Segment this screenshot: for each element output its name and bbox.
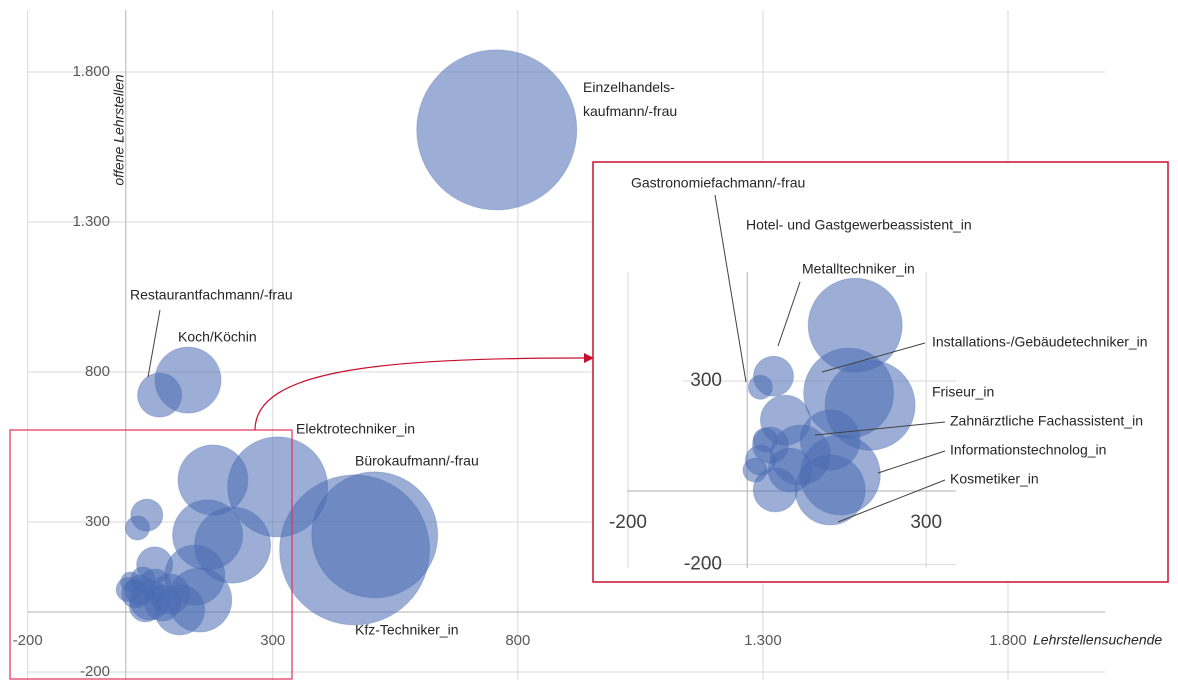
bubble xyxy=(752,467,798,513)
bubble-label: Hotel- und Gastgewerbeassistent_in xyxy=(746,217,972,233)
y-tick-label: 1.300 xyxy=(72,213,110,230)
zoom-region xyxy=(9,429,293,680)
x-tick-label: 300 xyxy=(910,512,942,533)
leader-line xyxy=(814,421,946,436)
bubble xyxy=(311,471,439,599)
arrow-head xyxy=(584,353,594,363)
bubble-label: Gastronomiefachmann/-frau xyxy=(631,175,805,191)
x-tick-label: 1.300 xyxy=(744,632,782,649)
bubble-label: Restaurantfachmann/-frau xyxy=(130,287,293,303)
bubble xyxy=(124,515,150,541)
bubble xyxy=(115,577,141,602)
bubble xyxy=(752,427,778,453)
y-tick-label: 300 xyxy=(85,513,110,530)
bubble xyxy=(742,457,768,483)
y-tick-label: -200 xyxy=(684,553,722,574)
leader-line xyxy=(714,194,747,383)
bubble-label: Einzelhandels-kaufmann/-frau xyxy=(583,79,677,119)
main-chart: -200 300 800 1.300 1.800 -200 300 800 1.300 1.800… xyxy=(13,10,1162,680)
bubble-label: Friseur_in xyxy=(932,384,994,400)
bubble xyxy=(416,49,578,211)
x-tick-label: -200 xyxy=(609,512,647,533)
leader-lines xyxy=(147,194,946,523)
x-axis-title: Lehrstellensuchende xyxy=(1033,632,1162,648)
y-axis-title: offene Lehrstellen xyxy=(111,74,127,186)
bubble-label: Installations-/Gebäudetechniker_in xyxy=(932,334,1148,350)
bubble xyxy=(747,374,773,400)
y-tick-label: 300 xyxy=(690,370,722,391)
leader-line xyxy=(777,281,801,347)
x-tick-label: 300 xyxy=(260,632,285,649)
bubble-label: Metalltechniker_in xyxy=(802,261,915,277)
x-tick-label: 1.800 xyxy=(989,632,1027,649)
leader-line xyxy=(877,450,946,474)
leader-line xyxy=(147,309,161,378)
leader-line xyxy=(837,479,946,523)
y-tick-label: -200 xyxy=(80,663,110,680)
y-tick-label: 800 xyxy=(85,363,110,380)
y-tick-label: 1.800 xyxy=(72,63,110,80)
x-tick-label: -200 xyxy=(13,632,43,649)
inset-chart: -200 300 -200 300 Metalltechniker_in Installa… xyxy=(609,175,1148,575)
bubble xyxy=(137,372,183,418)
bubble-label: Kfz-Techniker_in xyxy=(355,622,459,638)
bubble-label: Zahnärztliche Fachassistent_in xyxy=(950,413,1143,429)
zoom-arrow xyxy=(254,357,586,431)
leader-line xyxy=(821,342,926,373)
bubble-label: Koch/Köchin xyxy=(178,329,257,345)
bubble-label: Informationstechnolog_in xyxy=(950,442,1106,458)
bubble-label: Elektrotechniker_in xyxy=(296,421,415,437)
bubble-label: Bürokaufmann/-frau xyxy=(355,453,479,469)
x-tick-label: 800 xyxy=(505,632,530,649)
bubble-label: Kosmetiker_in xyxy=(950,471,1039,487)
